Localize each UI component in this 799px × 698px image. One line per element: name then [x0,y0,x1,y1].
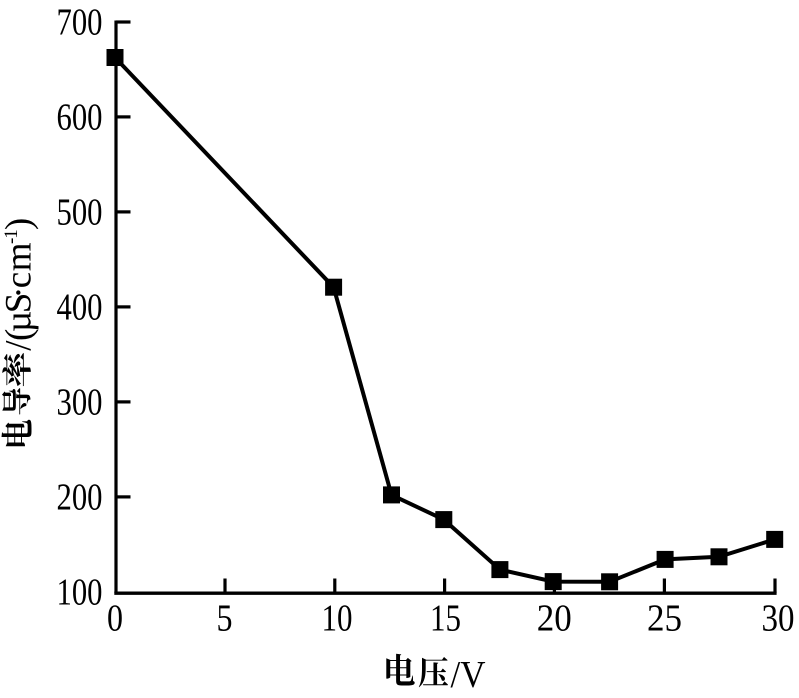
svg-text:200: 200 [57,477,103,519]
svg-text:/: / [0,340,40,351]
svg-text:20: 20 [537,598,572,640]
svg-text:·: · [0,286,40,298]
svg-text:/V: /V [451,654,487,693]
svg-text:700: 700 [57,2,103,44]
svg-text:(: ( [0,329,40,341]
svg-text:1: 1 [1,229,22,239]
svg-text:µ: µ [0,311,40,332]
svg-text:): ) [0,218,40,230]
svg-text:c: c [0,272,40,288]
svg-text:5: 5 [217,598,233,640]
svg-text:15: 15 [430,598,461,640]
svg-text:0: 0 [107,598,123,640]
svg-text:S: S [0,293,40,314]
svg-text:10: 10 [322,598,353,640]
svg-text:100: 100 [57,572,103,614]
svg-text:25: 25 [647,598,682,640]
svg-text:300: 300 [57,382,103,424]
svg-text:500: 500 [57,192,103,234]
svg-text:400: 400 [57,287,103,329]
svg-text:m: m [0,242,40,271]
svg-text:30: 30 [762,598,795,640]
svg-text:-: - [1,238,22,244]
svg-text:600: 600 [57,97,103,139]
